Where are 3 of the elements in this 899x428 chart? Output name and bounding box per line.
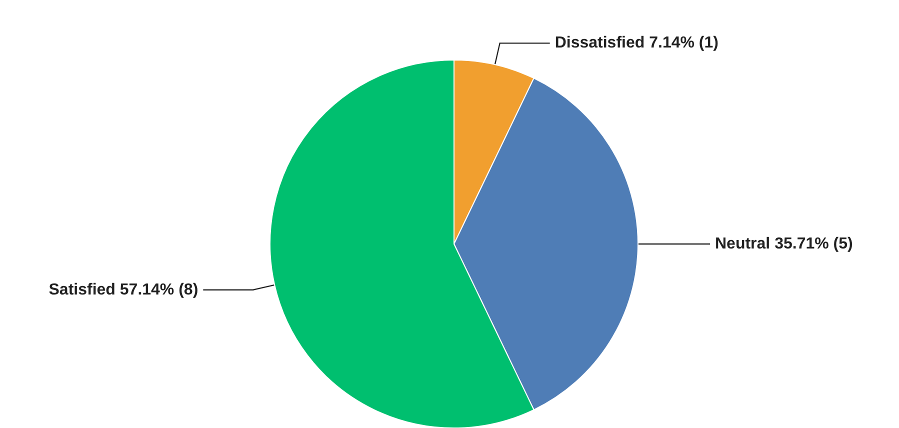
slice-label: Satisfied 57.14% (8)	[48, 281, 198, 298]
slice-label: Neutral 35.71% (5)	[715, 236, 853, 252]
slice-label: Dissatisfied 7.14% (1)	[554, 34, 718, 52]
